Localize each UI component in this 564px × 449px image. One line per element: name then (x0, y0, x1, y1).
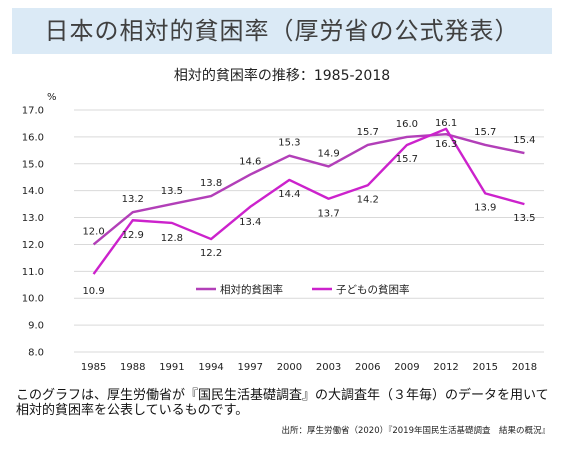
x-tick-label: 2000 (277, 362, 302, 373)
poverty-rate-line-chart: 相対的貧困率の推移：1985-2018 % 8.0 9.0 10.0 11.0 12.0… (22, 67, 544, 373)
data-label: 13.8 (200, 178, 222, 189)
x-tick-label: 2015 (473, 362, 498, 373)
y-tick-label: 11.0 (22, 267, 44, 278)
data-label: 13.5 (513, 213, 535, 224)
data-label: 12.2 (200, 248, 222, 259)
title-banner: 日本の相対的貧困率（厚労省の公式発表） (12, 8, 552, 54)
data-label: 14.4 (278, 189, 300, 200)
data-label: 16.3 (435, 139, 457, 150)
data-label: 15.7 (474, 127, 496, 138)
y-tick-label: 10.0 (22, 294, 44, 305)
data-label: 15.4 (513, 135, 535, 146)
page-title: 日本の相対的貧困率（厚労省の公式発表） (44, 17, 520, 45)
x-tick-label: 2003 (316, 362, 341, 373)
y-tick-label: 13.0 (22, 213, 44, 224)
x-tick-label: 2009 (394, 362, 419, 373)
chart-caption: このグラフは、厚生労働省が『国民生活基礎調査』の大調査年（３年毎）のデータを用い… (16, 388, 549, 418)
x-tick-label: 1997 (238, 362, 263, 373)
data-label: 14.2 (357, 194, 379, 205)
legend-label: 相対的貧困率 (220, 283, 283, 296)
data-label: 14.9 (317, 148, 339, 159)
data-label: 15.7 (357, 127, 379, 138)
data-label: 13.5 (161, 186, 183, 197)
data-label: 12.8 (161, 233, 183, 244)
y-tick-label: 8.0 (28, 348, 44, 359)
data-label: 14.6 (239, 157, 261, 168)
y-tick-label: 15.0 (22, 159, 44, 170)
chart-area: 相対的貧困率の推移：1985-2018 % 8.0 9.0 10.0 11.0 12.0… (0, 60, 564, 380)
y-tick-label: 14.0 (22, 186, 44, 197)
data-label: 13.4 (239, 217, 261, 228)
y-tick-label: 9.0 (28, 321, 44, 332)
data-label: 16.1 (435, 118, 457, 129)
x-tick-label: 2006 (355, 362, 380, 373)
series-line-child-poverty (92, 127, 525, 275)
x-tick-label: 1985 (81, 362, 106, 373)
x-tick-label: 1991 (159, 362, 184, 373)
x-tick-label: 2018 (512, 362, 537, 373)
data-label: 10.9 (82, 286, 104, 297)
data-label: 13.2 (122, 194, 144, 205)
data-label: 13.9 (474, 202, 496, 213)
x-tick-label: 1994 (198, 362, 223, 373)
y-axis-unit-label: % (47, 92, 57, 103)
x-tick-label: 1988 (120, 362, 145, 373)
data-label: 12.9 (122, 230, 144, 241)
source-note: 出所：厚生労働省（2020）『2019年国民生活基礎調査 結果の概況』 (281, 426, 550, 436)
legend-label: 子どもの貧困率 (336, 283, 410, 296)
data-label: 15.7 (396, 154, 418, 165)
data-label: 16.0 (396, 119, 418, 130)
x-tick-label: 2012 (433, 362, 458, 373)
y-tick-label: 12.0 (22, 240, 44, 251)
data-label: 12.0 (82, 226, 104, 237)
chart-title: 相対的貧困率の推移：1985-2018 (174, 67, 390, 84)
series-line-relative-poverty (92, 132, 525, 246)
data-label: 15.3 (278, 138, 300, 149)
y-tick-label: 16.0 (22, 132, 44, 143)
y-tick-label: 17.0 (22, 106, 44, 117)
data-label: 13.7 (317, 209, 339, 220)
